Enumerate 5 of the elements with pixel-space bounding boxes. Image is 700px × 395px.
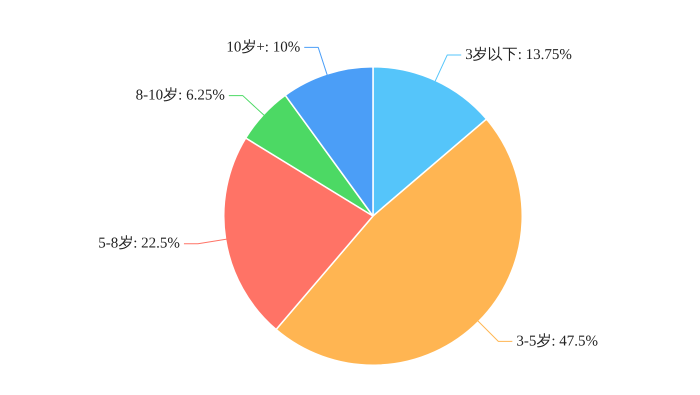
slice-label: 3-5岁: 47.5% bbox=[516, 332, 598, 350]
slice-label: 8-10岁: 6.25% bbox=[136, 86, 225, 104]
slice-label: 3岁以下: 13.75% bbox=[465, 46, 572, 63]
slice-label: 10岁+: 10% bbox=[226, 38, 300, 56]
slice-label: 5-8岁: 22.5% bbox=[98, 234, 180, 252]
